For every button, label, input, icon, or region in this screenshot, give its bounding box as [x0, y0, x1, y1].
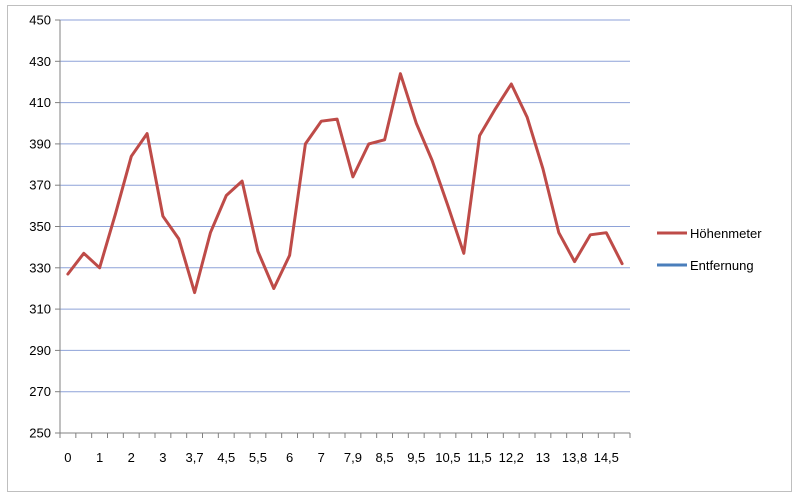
x-tick-label: 5,5 — [249, 450, 267, 465]
y-tick-label: 310 — [29, 302, 51, 317]
y-tick-label: 410 — [29, 95, 51, 110]
x-tick-label: 3 — [159, 450, 166, 465]
y-tick-label: 390 — [29, 136, 51, 151]
y-tick-label: 370 — [29, 178, 51, 193]
x-tick-label: 13 — [536, 450, 550, 465]
y-tick-label: 350 — [29, 219, 51, 234]
x-tick-label: 14,5 — [594, 450, 619, 465]
y-tick-label: 450 — [29, 13, 51, 28]
chart-frame — [7, 5, 792, 492]
y-tick-label: 250 — [29, 426, 51, 441]
y-axis-ticks: 250 270 290 310 330 350 370 390 410 430 450 — [29, 13, 60, 441]
x-tick-label: 13,8 — [562, 450, 587, 465]
x-tick-label: 11,5 — [467, 450, 491, 465]
x-tick-label: 4,5 — [217, 450, 235, 465]
x-tick-label: 1 — [96, 450, 103, 465]
x-tick-label: 7,9 — [344, 450, 362, 465]
x-tick-label: 8,5 — [376, 450, 394, 465]
x-tick-label: 0 — [64, 450, 71, 465]
x-tick-label: 6 — [286, 450, 293, 465]
legend-label: Höhenmeter — [690, 226, 762, 241]
x-tick-label: 7 — [318, 450, 325, 465]
y-tick-label: 330 — [29, 260, 51, 275]
x-axis-ticks: 0 1 2 3 3,7 4,5 5,5 6 7 7,9 8,5 9,5 10,5 11,5 12,2 13 13… — [59, 433, 631, 465]
legend: Höhenmeter Entfernung — [657, 226, 762, 273]
x-tick-label: 9,5 — [407, 450, 425, 465]
x-tick-label: 10,5 — [435, 450, 460, 465]
x-tick-label: 12,2 — [499, 450, 524, 465]
legend-label: Entfernung — [690, 258, 754, 273]
y-tick-label: 270 — [29, 384, 51, 399]
x-tick-label: 2 — [128, 450, 135, 465]
y-tick-label: 290 — [29, 343, 51, 358]
series-line-0 — [66, 72, 624, 295]
series-group — [66, 72, 624, 295]
x-tick-label: 3,7 — [186, 450, 204, 465]
gridlines — [60, 19, 630, 393]
y-tick-label: 430 — [29, 54, 51, 69]
